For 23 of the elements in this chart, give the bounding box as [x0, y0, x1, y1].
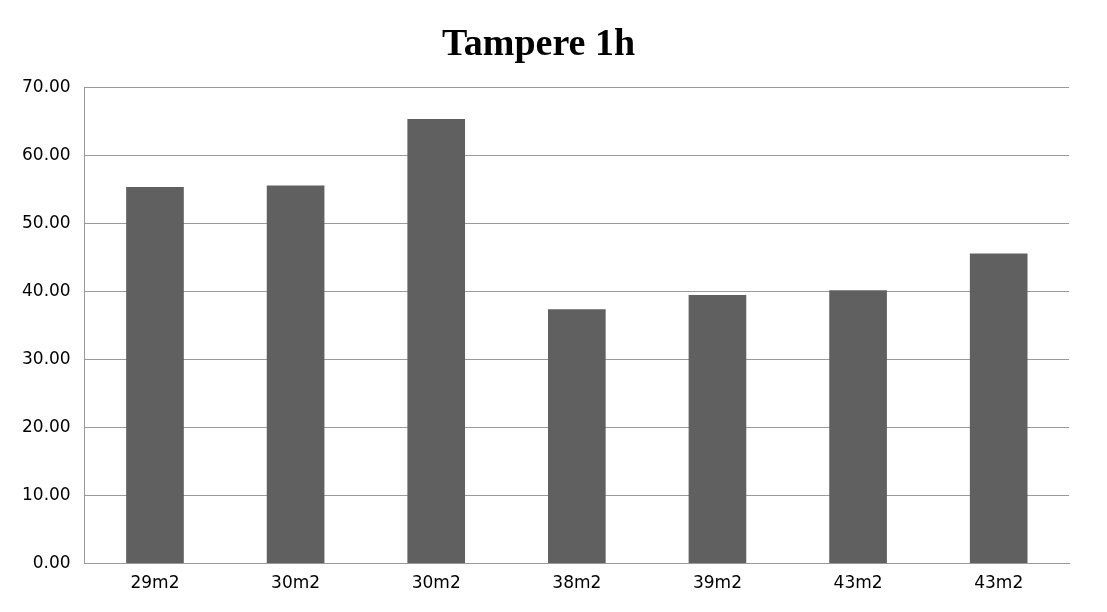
y-tick-label: 0.00 — [32, 552, 71, 573]
bar — [407, 118, 466, 564]
y-tick-label: 20.00 — [22, 416, 71, 437]
x-tick-label: 38m2 — [552, 572, 602, 593]
y-tick-label: 70.00 — [22, 76, 71, 97]
y-tick-label: 10.00 — [22, 484, 71, 505]
chart-title: Tampere 1h — [441, 20, 636, 63]
x-tick-label: 43m2 — [974, 572, 1024, 593]
bar — [829, 290, 887, 564]
bar — [969, 253, 1028, 564]
bar — [548, 309, 606, 564]
y-tick-label: 60.00 — [22, 144, 71, 165]
x-tick-label: 30m2 — [411, 572, 461, 593]
x-tick-label: 30m2 — [271, 572, 321, 593]
y-tick-label: 40.00 — [22, 280, 71, 301]
bar — [688, 295, 747, 564]
y-tick-label: 50.00 — [22, 212, 71, 233]
bar — [126, 186, 184, 564]
x-tick-label: 29m2 — [130, 572, 180, 593]
x-tick-label: 39m2 — [692, 572, 742, 593]
x-tick-label: 43m2 — [833, 572, 883, 593]
y-tick-label: 30.00 — [22, 348, 71, 369]
bar — [266, 185, 325, 564]
